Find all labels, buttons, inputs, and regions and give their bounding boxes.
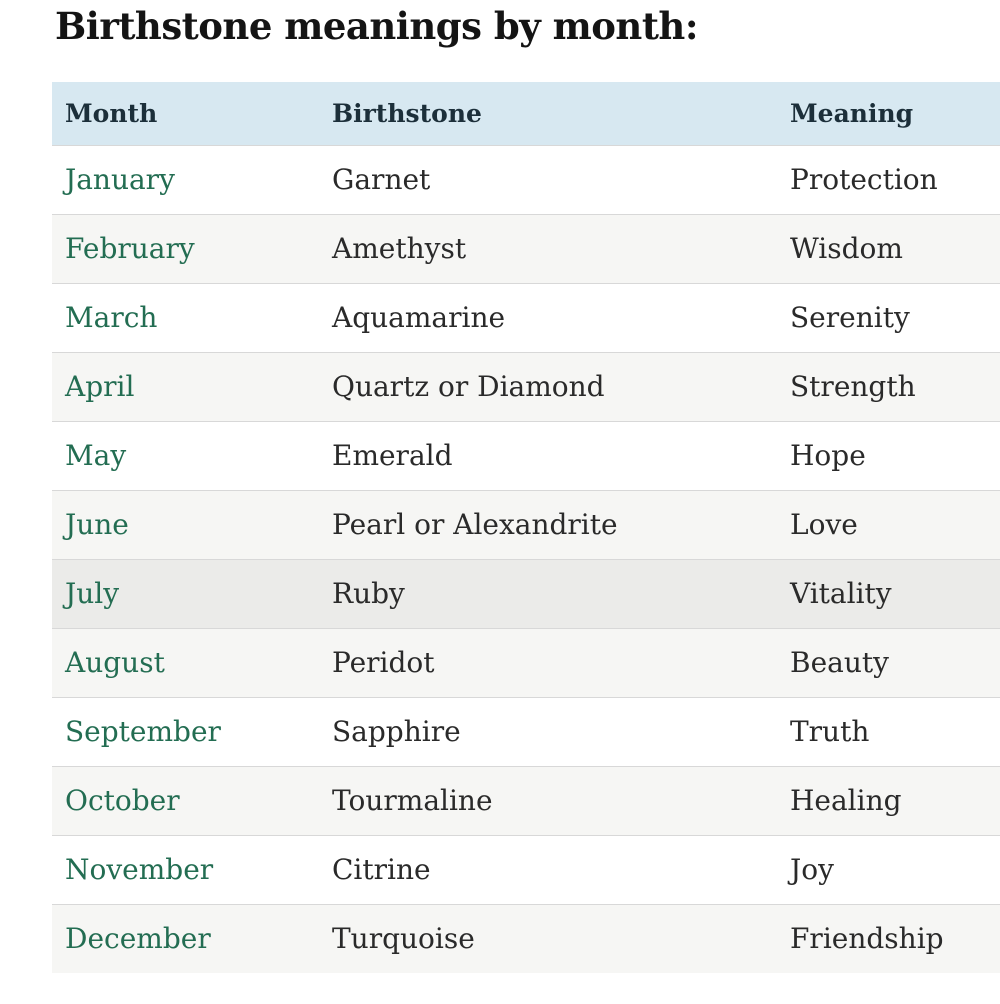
birthstone-cell: Ruby bbox=[332, 577, 405, 610]
birthstone-cell: Citrine bbox=[332, 853, 431, 886]
table-row-november: November Citrine Joy bbox=[52, 835, 1000, 904]
meaning-cell: Friendship bbox=[790, 922, 944, 956]
birthstone-cell: Tourmaline bbox=[332, 784, 493, 817]
column-header-birthstone: Birthstone bbox=[332, 82, 790, 145]
birthstone-cell: Garnet bbox=[332, 163, 431, 196]
month-link-may[interactable]: May bbox=[65, 439, 127, 472]
birthstone-cell: Sapphire bbox=[332, 715, 461, 748]
month-cell: July bbox=[52, 559, 332, 628]
table-header: Month Birthstone Meaning bbox=[52, 82, 1000, 145]
month-cell: August bbox=[52, 628, 332, 697]
table-row-january: January Garnet Protection bbox=[52, 145, 1000, 214]
birthstone-table: Month Birthstone Meaning January Garnet … bbox=[52, 82, 1000, 973]
birthstone-cell: Emerald bbox=[332, 439, 453, 472]
column-header-meaning: Meaning bbox=[790, 82, 1000, 145]
month-link-august[interactable]: August bbox=[65, 646, 165, 679]
month-link-october[interactable]: October bbox=[65, 784, 180, 817]
month-link-september[interactable]: September bbox=[65, 715, 221, 748]
month-link-february[interactable]: February bbox=[65, 232, 195, 265]
month-link-december[interactable]: December bbox=[65, 922, 211, 956]
month-link-january[interactable]: January bbox=[65, 163, 175, 196]
birthstone-cell: Amethyst bbox=[332, 232, 467, 265]
meaning-cell: Healing bbox=[790, 784, 902, 817]
column-header-month: Month bbox=[52, 82, 332, 145]
meaning-cell: Truth bbox=[790, 715, 870, 748]
meaning-cell: Serenity bbox=[790, 301, 910, 334]
month-cell: January bbox=[52, 145, 332, 214]
birthstone-cell: Pearl or Alexandrite bbox=[332, 508, 618, 541]
table-body: January Garnet Protection February Ameth… bbox=[52, 145, 1000, 973]
month-link-july[interactable]: July bbox=[65, 577, 120, 610]
table-row-august: August Peridot Beauty bbox=[52, 628, 1000, 697]
table-header-row: Month Birthstone Meaning bbox=[52, 82, 1000, 145]
table-row-february: February Amethyst Wisdom bbox=[52, 214, 1000, 283]
meaning-cell: Wisdom bbox=[790, 232, 903, 265]
table-row-june: June Pearl or Alexandrite Love bbox=[52, 490, 1000, 559]
meaning-cell: Vitality bbox=[790, 577, 892, 610]
month-cell: April bbox=[52, 352, 332, 421]
table-row-september: September Sapphire Truth bbox=[52, 697, 1000, 766]
month-link-november[interactable]: November bbox=[65, 853, 214, 886]
meaning-cell: Protection bbox=[790, 163, 938, 196]
birthstone-cell: Peridot bbox=[332, 646, 435, 679]
table-row-april: April Quartz or Diamond Strength bbox=[52, 352, 1000, 421]
meaning-cell: Love bbox=[790, 508, 858, 541]
month-link-june[interactable]: June bbox=[65, 508, 129, 541]
meaning-cell: Joy bbox=[790, 853, 834, 886]
table-row-december: December Turquoise Friendship bbox=[52, 904, 1000, 973]
month-cell: October bbox=[52, 766, 332, 835]
month-cell: December bbox=[52, 904, 332, 973]
birthstone-cell: Turquoise bbox=[332, 922, 475, 956]
table-row-may: May Emerald Hope bbox=[52, 421, 1000, 490]
month-cell: May bbox=[52, 421, 332, 490]
table-row-july: July Ruby Vitality bbox=[52, 559, 1000, 628]
meaning-cell: Strength bbox=[790, 370, 916, 403]
month-cell: November bbox=[52, 835, 332, 904]
page-title: Birthstone meanings by month: bbox=[55, 4, 698, 48]
meaning-cell: Beauty bbox=[790, 646, 889, 679]
month-cell: March bbox=[52, 283, 332, 352]
birthstone-cell: Aquamarine bbox=[332, 301, 506, 334]
month-cell: February bbox=[52, 214, 332, 283]
table-row-march: March Aquamarine Serenity bbox=[52, 283, 1000, 352]
month-link-april[interactable]: April bbox=[65, 370, 135, 403]
month-link-march[interactable]: March bbox=[65, 301, 158, 334]
birthstone-cell: Quartz or Diamond bbox=[332, 370, 605, 403]
month-cell: September bbox=[52, 697, 332, 766]
table-row-october: October Tourmaline Healing bbox=[52, 766, 1000, 835]
meaning-cell: Hope bbox=[790, 439, 866, 472]
month-cell: June bbox=[52, 490, 332, 559]
